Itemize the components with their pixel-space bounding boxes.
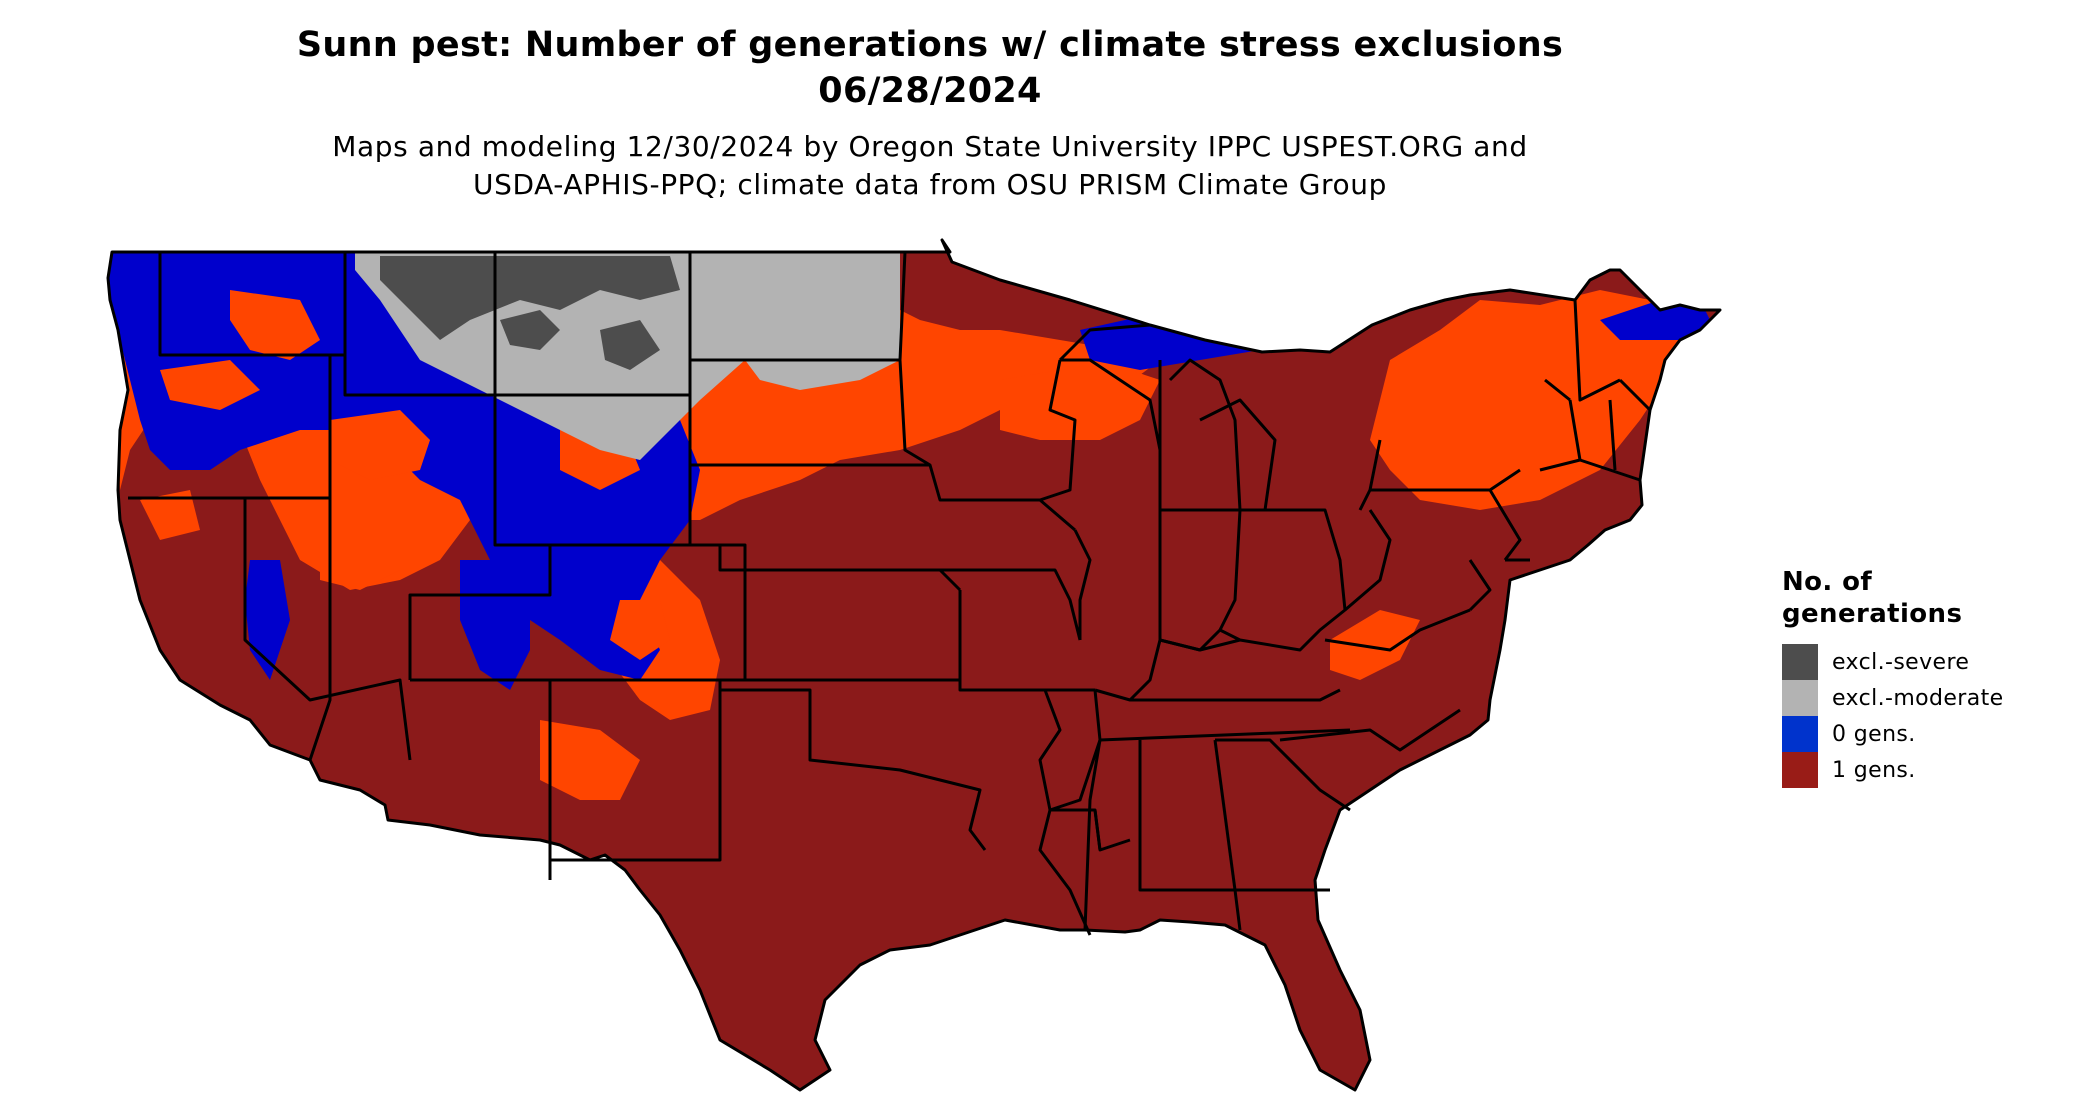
legend-item: 0 gens. [1782,716,2004,752]
title-block: Sunn pest: Number of generations w/ clim… [0,22,1860,204]
legend-swatch [1782,752,1818,788]
legend-label: 0 gens. [1832,721,1916,747]
state-borders [106,238,1722,1092]
subtitle-line-1: Maps and modeling 12/30/2024 by Oregon S… [332,130,1528,163]
legend-label: excl.-moderate [1832,685,2004,711]
legend: No. of generations excl.-severe excl.-mod… [1782,566,2004,788]
legend-swatch [1782,716,1818,752]
subtitle-line-2: USDA-APHIS-PPQ; climate data from OSU PR… [473,168,1387,201]
legend-swatch [1782,644,1818,680]
legend-title-line-2: generations [1782,599,1963,629]
legend-item: excl.-severe [1782,644,2004,680]
legend-label: 1 gens. [1832,757,1916,783]
legend-item: excl.-moderate [1782,680,2004,716]
transition-spots [140,290,670,660]
subtitle: Maps and modeling 12/30/2024 by Oregon S… [0,128,1860,204]
legend-label: excl.-severe [1832,649,1970,675]
legend-title-line-1: No. of [1782,567,1873,597]
legend-items: excl.-severe excl.-moderate 0 gens. 1 gens. [1782,644,2004,788]
legend-swatch [1782,680,1818,716]
legend-item: 1 gens. [1782,752,2004,788]
map-title: Sunn pest: Number of generations w/ clim… [296,25,1564,65]
map-date: 06/28/2024 [818,71,1042,111]
us-outline [106,238,1722,1092]
severe-exclusion-regions [380,256,680,370]
